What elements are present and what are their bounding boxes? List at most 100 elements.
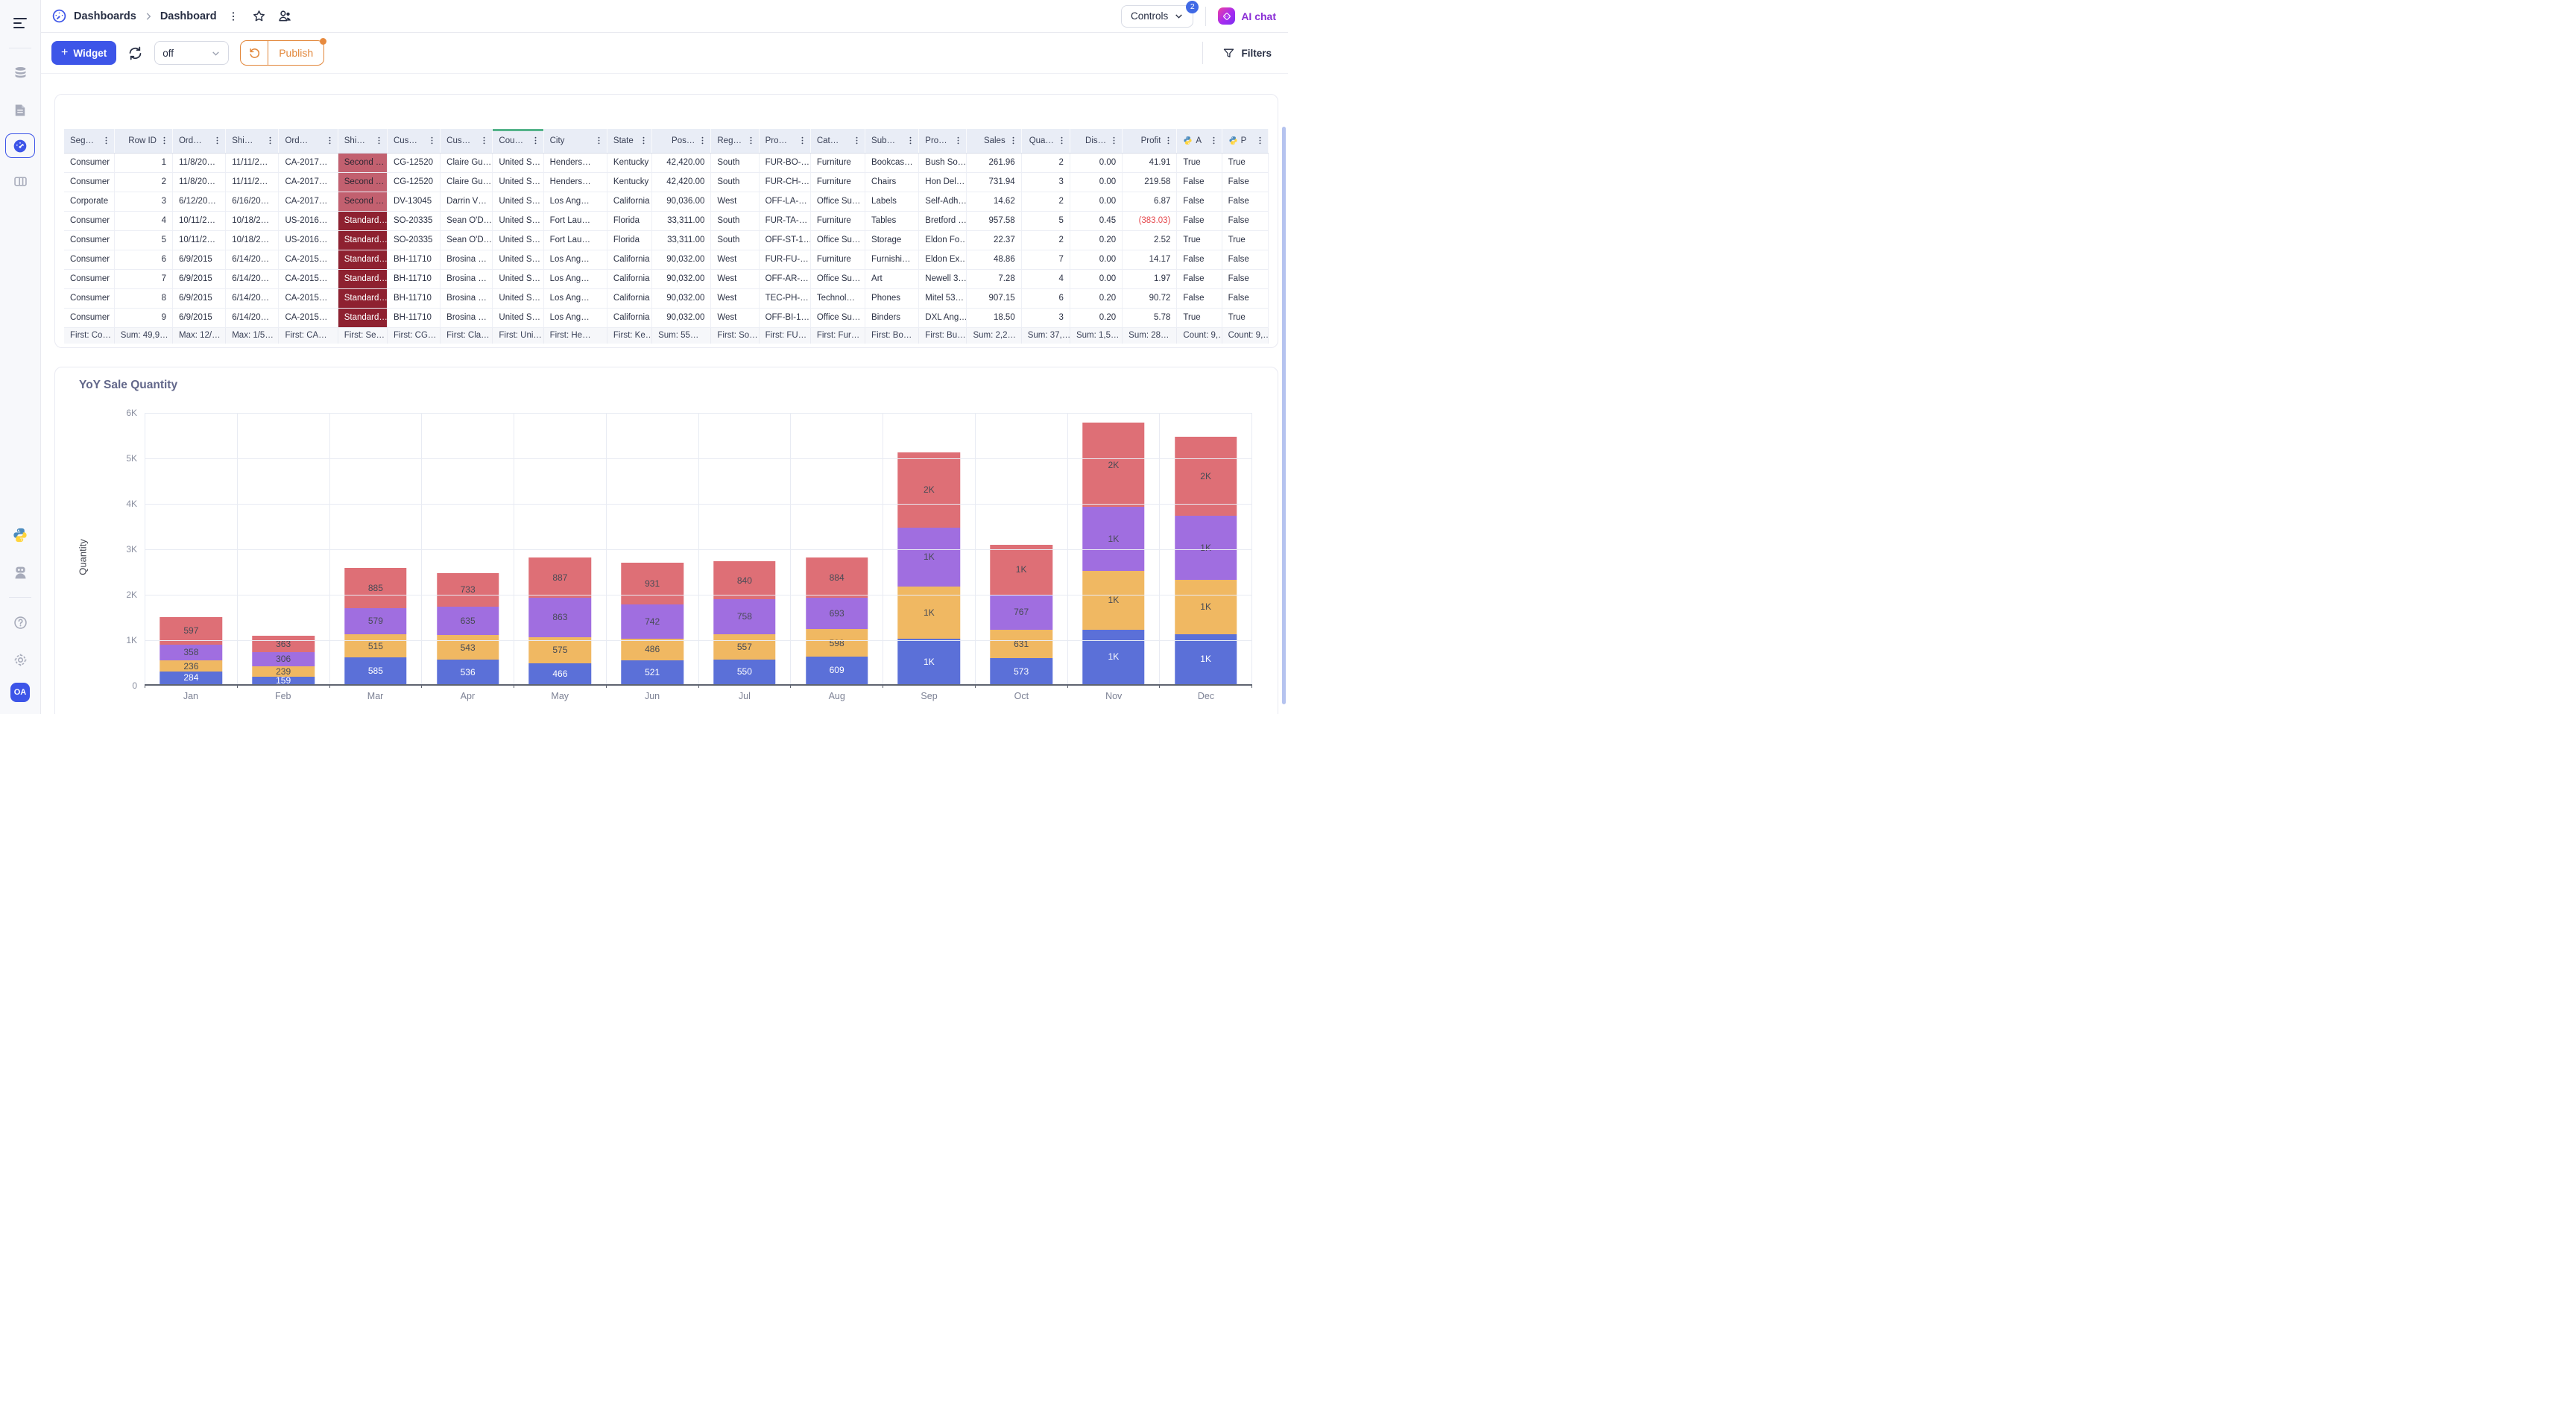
- bar-segment[interactable]: 2K: [1174, 436, 1237, 516]
- column-menu-kebab-icon[interactable]: [594, 136, 604, 145]
- bar-segment[interactable]: 585: [344, 657, 407, 684]
- stacked-bar-Mar[interactable]: 585 515 579 885: [344, 567, 407, 684]
- column-menu-kebab-icon[interactable]: [1057, 136, 1067, 145]
- menu-icon[interactable]: [6, 9, 34, 37]
- ai-chat-button[interactable]: AI chat: [1218, 7, 1276, 25]
- column-header-2[interactable]: Ord…: [172, 129, 227, 154]
- column-header-13[interactable]: Pro…: [759, 129, 811, 154]
- stacked-bar-Jan[interactable]: 284 236 358 597: [160, 617, 223, 684]
- bar-segment[interactable]: 635: [436, 606, 499, 636]
- stacked-bar-Sep[interactable]: 1K 1K 1K 2K: [897, 452, 961, 684]
- sidebar-item-python[interactable]: [6, 521, 34, 549]
- page-menu-kebab-icon[interactable]: [224, 7, 243, 26]
- stacked-bar-Aug[interactable]: 609 598 693 884: [805, 557, 868, 684]
- stacked-bar-Feb[interactable]: 159 239 306 363: [252, 635, 315, 686]
- stacked-bar-May[interactable]: 466 575 863 887: [528, 557, 592, 684]
- column-menu-kebab-icon[interactable]: [746, 136, 756, 145]
- bar-segment[interactable]: 631: [990, 629, 1052, 658]
- bar-segment[interactable]: 884: [805, 557, 868, 598]
- column-menu-kebab-icon[interactable]: [639, 136, 648, 145]
- refresh-button[interactable]: [127, 45, 143, 61]
- share-users-icon[interactable]: [276, 7, 295, 26]
- bar-segment[interactable]: 1K: [990, 544, 1052, 595]
- column-header-7[interactable]: Cus…: [440, 129, 493, 154]
- bar-segment[interactable]: 1K: [897, 639, 961, 684]
- column-menu-kebab-icon[interactable]: [852, 136, 862, 145]
- column-header-16[interactable]: Pro…: [918, 129, 967, 154]
- bar-segment[interactable]: 733: [436, 572, 499, 607]
- column-header-6[interactable]: Cus…: [387, 129, 441, 154]
- column-header-8[interactable]: Cou…: [492, 129, 544, 154]
- column-menu-kebab-icon[interactable]: [1255, 136, 1265, 145]
- bar-segment[interactable]: 466: [528, 663, 592, 684]
- bar-segment[interactable]: 1K: [1174, 516, 1237, 580]
- bar-segment[interactable]: 579: [344, 607, 407, 634]
- column-menu-kebab-icon[interactable]: [953, 136, 963, 145]
- bar-segment[interactable]: 840: [713, 561, 776, 600]
- bar-segment[interactable]: 358: [160, 644, 223, 661]
- column-header-11[interactable]: Pos…: [651, 129, 712, 154]
- column-header-3[interactable]: Shi…: [225, 129, 280, 154]
- bar-segment[interactable]: 1K: [1174, 634, 1237, 684]
- bar-segment[interactable]: 758: [713, 599, 776, 634]
- bar-segment[interactable]: 557: [713, 634, 776, 660]
- column-menu-kebab-icon[interactable]: [798, 136, 807, 145]
- column-header-0[interactable]: Seg…: [64, 129, 115, 154]
- column-header-19[interactable]: Dis…: [1070, 129, 1123, 154]
- bar-segment[interactable]: 2K: [897, 452, 961, 528]
- sidebar-item-tables[interactable]: [6, 167, 34, 195]
- page-scrollbar[interactable]: [1282, 127, 1286, 704]
- sidebar-item-settings[interactable]: [6, 645, 34, 674]
- bar-segment[interactable]: 931: [621, 562, 684, 605]
- bar-segment[interactable]: 573: [990, 658, 1052, 684]
- user-avatar[interactable]: OA: [10, 683, 30, 702]
- bar-segment[interactable]: 885: [344, 567, 407, 608]
- bar-segment[interactable]: 239: [252, 666, 315, 677]
- stacked-bar-Oct[interactable]: 573 631 767 1K: [990, 544, 1052, 684]
- bar-segment[interactable]: 597: [160, 617, 223, 645]
- column-header-14[interactable]: Cat…: [810, 129, 866, 154]
- bar-segment[interactable]: 159: [252, 675, 315, 686]
- bar-segment[interactable]: 550: [713, 659, 776, 684]
- column-menu-kebab-icon[interactable]: [325, 136, 335, 145]
- autorefresh-select[interactable]: off: [154, 41, 230, 65]
- column-header-10[interactable]: State: [607, 129, 653, 154]
- bar-segment[interactable]: 236: [160, 660, 223, 672]
- bar-segment[interactable]: 486: [621, 638, 684, 661]
- column-header-17[interactable]: Sales: [966, 129, 1022, 154]
- column-menu-kebab-icon[interactable]: [906, 136, 915, 145]
- column-menu-kebab-icon[interactable]: [101, 136, 111, 145]
- column-menu-kebab-icon[interactable]: [1109, 136, 1119, 145]
- sidebar-item-documents[interactable]: [6, 96, 34, 124]
- bar-segment[interactable]: 609: [805, 656, 868, 684]
- column-menu-kebab-icon[interactable]: [212, 136, 222, 145]
- bar-segment[interactable]: 1K: [1082, 507, 1145, 571]
- stacked-bar-Apr[interactable]: 536 543 635 733: [436, 572, 499, 684]
- column-header-22[interactable]: P: [1222, 129, 1269, 154]
- column-menu-kebab-icon[interactable]: [479, 136, 489, 145]
- breadcrumb-dashboards-link[interactable]: Dashboards: [74, 10, 136, 22]
- column-header-9[interactable]: City: [543, 129, 607, 154]
- column-header-4[interactable]: Ord…: [278, 129, 338, 154]
- column-menu-kebab-icon[interactable]: [1209, 136, 1219, 145]
- column-header-5[interactable]: Shi…: [338, 129, 388, 154]
- column-menu-kebab-icon[interactable]: [1008, 136, 1018, 145]
- sidebar-item-data-sources[interactable]: [6, 59, 34, 87]
- column-menu-kebab-icon[interactable]: [698, 136, 707, 145]
- column-header-18[interactable]: Qua…: [1021, 129, 1070, 154]
- stacked-bar-Dec[interactable]: 1K 1K 1K 2K: [1174, 436, 1237, 684]
- undo-button[interactable]: [241, 41, 269, 65]
- favorite-star-icon[interactable]: [250, 7, 269, 26]
- column-menu-kebab-icon[interactable]: [160, 136, 169, 145]
- controls-button[interactable]: Controls 2: [1121, 0, 1199, 28]
- filters-button[interactable]: Filters: [1202, 42, 1272, 64]
- stacked-bar-Jul[interactable]: 550 557 758 840: [713, 561, 776, 684]
- column-header-15[interactable]: Sub…: [865, 129, 920, 154]
- column-menu-kebab-icon[interactable]: [1164, 136, 1173, 145]
- bar-segment[interactable]: 536: [436, 660, 499, 684]
- column-header-21[interactable]: A: [1176, 129, 1222, 154]
- bar-segment[interactable]: 863: [528, 597, 592, 637]
- add-widget-button[interactable]: + Widget: [51, 41, 117, 65]
- bar-segment[interactable]: 363: [252, 635, 315, 653]
- bar-segment[interactable]: 1K: [1082, 570, 1145, 630]
